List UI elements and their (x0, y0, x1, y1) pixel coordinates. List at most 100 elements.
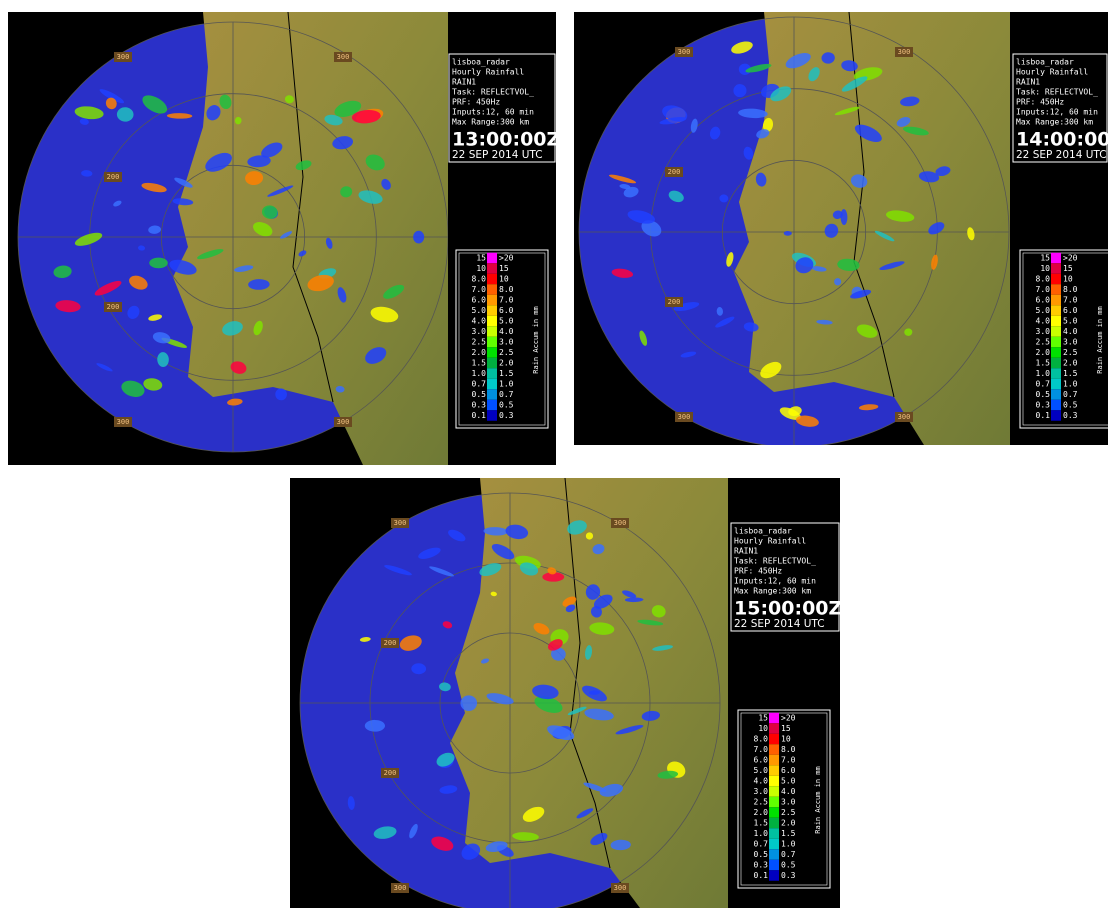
ring-label: 300 (337, 53, 350, 61)
legend-left-label: 7.0 (754, 745, 769, 754)
legend-left-label: 0.5 (1036, 390, 1051, 399)
legend-left-label: 3.0 (472, 327, 487, 336)
legend-swatch (1051, 379, 1061, 390)
ring-label: 200 (107, 303, 120, 311)
legend-left-label: 7.0 (1036, 285, 1051, 294)
legend-right-label: 6.0 (499, 306, 514, 315)
legend-right-label: 0.7 (781, 850, 796, 859)
legend-left-label: 0.7 (754, 840, 769, 849)
info-line: Inputs:12, 60 min (452, 108, 534, 117)
legend-left-label: 0.3 (472, 401, 487, 410)
legend-right-label: 8.0 (499, 285, 514, 294)
legend-right-label: 4.0 (499, 327, 514, 336)
info-line: Hourly Rainfall (1016, 68, 1088, 77)
legend-swatch (1051, 253, 1061, 264)
map: 300300200200300300 (290, 478, 728, 911)
legend-right-label: >20 (1063, 254, 1078, 263)
legend-left-label: 10 (758, 724, 768, 733)
legend-swatch (769, 797, 779, 808)
legend-left-label: 2.5 (1036, 338, 1051, 347)
legend-swatch (487, 400, 497, 411)
legend-right-label: 10 (781, 735, 791, 744)
legend-right-label: 6.0 (781, 766, 796, 775)
legend-swatch (769, 776, 779, 787)
legend-swatch (769, 744, 779, 755)
legend-right-label: 7.0 (499, 296, 514, 305)
ring-label: 200 (668, 298, 681, 306)
ring-label: 200 (107, 173, 120, 181)
legend-left-label: 5.0 (472, 306, 487, 315)
legend-right-label: 5.0 (1063, 317, 1078, 326)
legend-swatch (769, 860, 779, 871)
legend-right-label: 7.0 (781, 756, 796, 765)
time-label: 14:00:00Z (1016, 129, 1108, 151)
legend-left-label: 3.0 (1036, 327, 1051, 336)
legend-swatch (487, 389, 497, 400)
legend-right-label: 10 (1063, 275, 1073, 284)
legend-left-label: 0.7 (472, 380, 487, 389)
legend-left-label: 1.5 (472, 359, 487, 368)
legend-swatch (487, 305, 497, 316)
legend-right-label: 2.0 (1063, 359, 1078, 368)
radar-panel: 300300200200300300lisboa_radarHourly Rai… (290, 478, 842, 911)
info-line: PRF: 450Hz (452, 98, 500, 107)
legend-left-label: 4.0 (1036, 317, 1051, 326)
legend-left-label: 5.0 (754, 766, 769, 775)
legend-right-label: 8.0 (1063, 285, 1078, 294)
ring-label: 300 (117, 418, 130, 426)
legend-left-label: 0.3 (754, 861, 769, 870)
ring-label: 300 (678, 48, 691, 56)
legend-right-label: 2.0 (499, 359, 514, 368)
legend-left-label: 1.0 (1036, 369, 1051, 378)
legend-left-label: 2.0 (754, 808, 769, 817)
legend-swatch (769, 870, 779, 881)
legend-title: Rain Accum in mm (1096, 306, 1104, 373)
time-label: 13:00:00Z (452, 129, 560, 151)
legend-swatch (769, 713, 779, 724)
legend-right-label: 1.0 (1063, 380, 1078, 389)
legend-swatch (487, 379, 497, 390)
legend-swatch (769, 818, 779, 829)
legend-left-label: 4.0 (472, 317, 487, 326)
legend-right-label: 1.5 (781, 829, 796, 838)
legend-right-label: 2.5 (781, 808, 796, 817)
legend-left-label: 0.5 (472, 390, 487, 399)
legend: 15>2010158.0107.08.06.07.05.06.04.05.03.… (1020, 250, 1108, 428)
legend-swatch (1051, 389, 1061, 400)
legend-right-label: >20 (781, 714, 796, 723)
info-line: Inputs:12, 60 min (734, 577, 816, 586)
legend-left-label: 15 (1040, 254, 1050, 263)
legend-swatch (769, 723, 779, 734)
legend-swatch (487, 253, 497, 264)
legend-left-label: 2.0 (1036, 348, 1051, 357)
legend-swatch (1051, 347, 1061, 358)
legend-left-label: 6.0 (754, 756, 769, 765)
legend-left-label: 4.0 (754, 777, 769, 786)
legend-right-label: 6.0 (1063, 306, 1078, 315)
info-line: lisboa_radar (734, 527, 792, 536)
legend-swatch (487, 326, 497, 337)
legend-right-label: 5.0 (499, 317, 514, 326)
legend-swatch (487, 368, 497, 379)
legend-left-label: 3.0 (754, 787, 769, 796)
legend-swatch (769, 849, 779, 860)
legend-swatch (487, 284, 497, 295)
legend-swatch (487, 358, 497, 369)
legend-swatch (1051, 295, 1061, 306)
info-line: Inputs:12, 60 min (1016, 108, 1098, 117)
legend-swatch (769, 755, 779, 766)
legend-right-label: 0.5 (781, 861, 796, 870)
legend-swatch (769, 734, 779, 745)
info-line: Task: REFLECTVOL_ (1016, 88, 1098, 97)
legend-swatch (1051, 326, 1061, 337)
legend-left-label: 0.7 (1036, 380, 1051, 389)
legend-left-label: 7.0 (472, 285, 487, 294)
ring-label: 300 (678, 413, 691, 421)
legend-left-label: 10 (1040, 264, 1050, 273)
legend-right-label: 7.0 (1063, 296, 1078, 305)
ring-label: 300 (394, 884, 407, 892)
legend-left-label: 6.0 (1036, 296, 1051, 305)
legend-left-label: 2.5 (754, 798, 769, 807)
